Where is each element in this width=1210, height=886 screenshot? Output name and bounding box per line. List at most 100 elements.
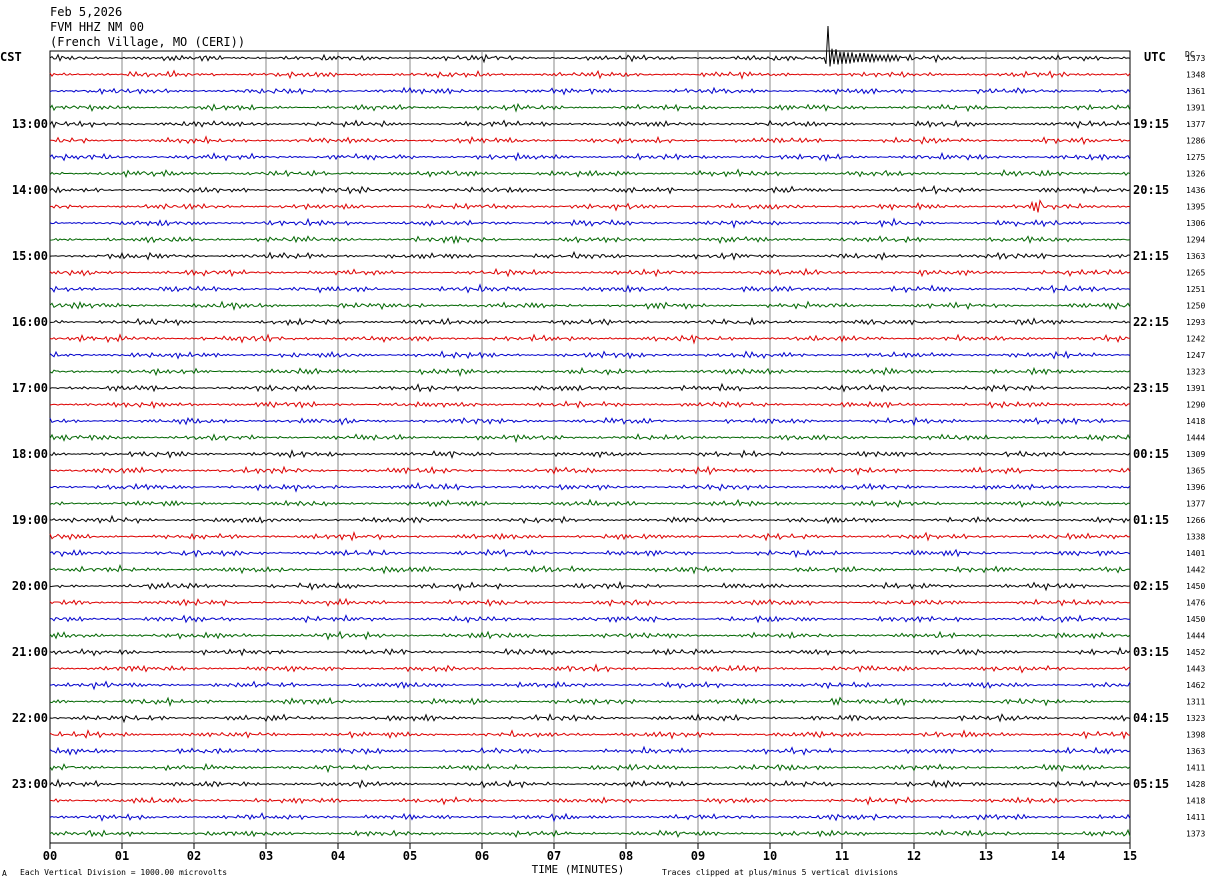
plot-date: Feb 5,2026 — [50, 5, 123, 19]
left-hour-label: 13:00 — [12, 117, 48, 131]
dc-offset-label: 1436 — [1186, 186, 1205, 195]
dc-offset-label: 1443 — [1186, 665, 1205, 674]
x-tick-label: 00 — [43, 849, 57, 863]
trace-row-15 — [49, 300, 1131, 311]
dc-offset-label: 1363 — [1186, 252, 1205, 261]
dc-offset-label: 1377 — [1186, 120, 1205, 129]
x-tick-label: 15 — [1123, 849, 1137, 863]
dc-offset-label: 1444 — [1186, 434, 1205, 443]
right-hour-label: 21:15 — [1133, 249, 1169, 263]
x-tick-label: 06 — [475, 849, 489, 863]
dc-offset-label: 1411 — [1186, 813, 1205, 822]
left-hour-label: 23:00 — [12, 777, 48, 791]
left-hour-label: 22:00 — [12, 711, 48, 725]
x-tick-label: 02 — [187, 849, 201, 863]
dc-offset-label: 1395 — [1186, 203, 1205, 212]
trace-row-36 — [49, 646, 1131, 657]
dc-offset-label: 1290 — [1186, 401, 1205, 410]
trace-row-40 — [49, 713, 1131, 724]
dc-offset-label: 1266 — [1186, 516, 1205, 525]
dc-offset-label: 1242 — [1186, 335, 1205, 344]
trace-row-20 — [49, 382, 1131, 393]
x-tick-label: 12 — [907, 849, 921, 863]
dc-offset-label: 1452 — [1186, 648, 1205, 657]
trace-row-3 — [49, 102, 1131, 113]
x-tick-label: 11 — [835, 849, 849, 863]
dc-offset-header: DC — [1185, 50, 1195, 59]
trace-row-1 — [49, 69, 1131, 80]
trace-row-26 — [49, 482, 1131, 493]
trace-row-34 — [49, 614, 1130, 624]
dc-offset-label: 1361 — [1186, 87, 1205, 96]
trace-row-22 — [49, 416, 1131, 427]
trace-row-0 — [49, 25, 1131, 67]
plot-frame — [49, 50, 1131, 844]
right-hour-label: 22:15 — [1133, 315, 1169, 329]
right-hour-label: 01:15 — [1133, 513, 1169, 527]
dc-offset-label: 1306 — [1186, 219, 1205, 228]
x-tick-label: 03 — [259, 849, 273, 863]
trace-row-21 — [49, 400, 1131, 410]
left-hour-label: 21:00 — [12, 645, 48, 659]
dc-offset-label: 1373 — [1186, 54, 1205, 63]
trace-row-17 — [49, 333, 1131, 345]
footer-marker: A — [2, 869, 7, 878]
trace-row-41 — [49, 729, 1131, 740]
dc-offset-label: 1391 — [1186, 384, 1205, 393]
trace-row-18 — [49, 350, 1131, 360]
trace-row-4 — [49, 119, 1131, 129]
trace-row-8 — [49, 184, 1131, 195]
vertical-scale-note: Each Vertical Division = 1000.00 microvo… — [20, 868, 228, 877]
dc-offset-label: 1365 — [1186, 467, 1205, 476]
left-hour-label: 20:00 — [12, 579, 48, 593]
trace-row-14 — [49, 283, 1131, 294]
dc-offset-label: 1251 — [1186, 285, 1205, 294]
trace-row-37 — [49, 663, 1131, 674]
trace-row-47 — [49, 828, 1131, 839]
trace-row-29 — [49, 530, 1131, 542]
x-tick-label: 01 — [115, 849, 129, 863]
right-hour-label: 00:15 — [1133, 447, 1169, 461]
x-tick-label: 10 — [763, 849, 777, 863]
dc-offset-label: 1377 — [1186, 500, 1205, 509]
trace-row-16 — [50, 316, 1131, 327]
trace-row-28 — [49, 514, 1131, 525]
dc-offset-label: 1373 — [1186, 830, 1205, 839]
trace-row-6 — [49, 151, 1131, 162]
dc-offset-label: 1401 — [1186, 549, 1205, 558]
trace-row-13 — [49, 267, 1131, 278]
trace-row-31 — [50, 564, 1131, 575]
right-timezone-label: UTC — [1144, 50, 1166, 64]
dc-offset-label: 1411 — [1186, 764, 1205, 773]
station-id: FVM HHZ NM 00 — [50, 20, 144, 34]
dc-offset-label: 1247 — [1186, 351, 1205, 360]
x-tick-label: 09 — [691, 849, 705, 863]
trace-row-10 — [49, 217, 1131, 229]
right-hour-label: 04:15 — [1133, 711, 1169, 725]
right-hour-label: 20:15 — [1133, 183, 1169, 197]
trace-row-11 — [49, 235, 1131, 245]
trace-row-32 — [49, 580, 1131, 592]
trace-row-19 — [49, 366, 1131, 378]
dc-offset-label: 1391 — [1186, 104, 1205, 113]
dc-offset-label: 1398 — [1186, 731, 1205, 740]
left-hour-label: 16:00 — [12, 315, 48, 329]
left-hour-label: 17:00 — [12, 381, 48, 395]
dc-offset-label: 1323 — [1186, 714, 1205, 723]
trace-row-38 — [49, 680, 1131, 691]
dc-offset-label: 1338 — [1186, 533, 1205, 542]
dc-offset-label: 1396 — [1186, 483, 1205, 492]
trace-row-30 — [49, 548, 1131, 559]
dc-offset-label: 1450 — [1186, 615, 1205, 624]
right-hour-label: 23:15 — [1133, 381, 1169, 395]
trace-row-27 — [49, 498, 1131, 509]
right-hour-label: 05:15 — [1133, 777, 1169, 791]
dc-offset-label: 1265 — [1186, 269, 1205, 278]
dc-offset-label: 1250 — [1186, 302, 1205, 311]
trace-row-2 — [49, 86, 1131, 96]
dc-offset-label: 1428 — [1186, 780, 1205, 789]
x-tick-label: 08 — [619, 849, 633, 863]
dc-offset-label: 1450 — [1186, 582, 1205, 591]
x-tick-label: 05 — [403, 849, 417, 863]
dc-offset-label: 1293 — [1186, 318, 1205, 327]
